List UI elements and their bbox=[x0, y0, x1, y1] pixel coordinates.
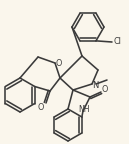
Text: Cl: Cl bbox=[114, 37, 122, 47]
Text: NH: NH bbox=[78, 105, 90, 113]
Text: O: O bbox=[56, 58, 62, 68]
Text: N: N bbox=[92, 80, 98, 90]
Text: O: O bbox=[102, 86, 108, 94]
Text: O: O bbox=[38, 103, 44, 111]
